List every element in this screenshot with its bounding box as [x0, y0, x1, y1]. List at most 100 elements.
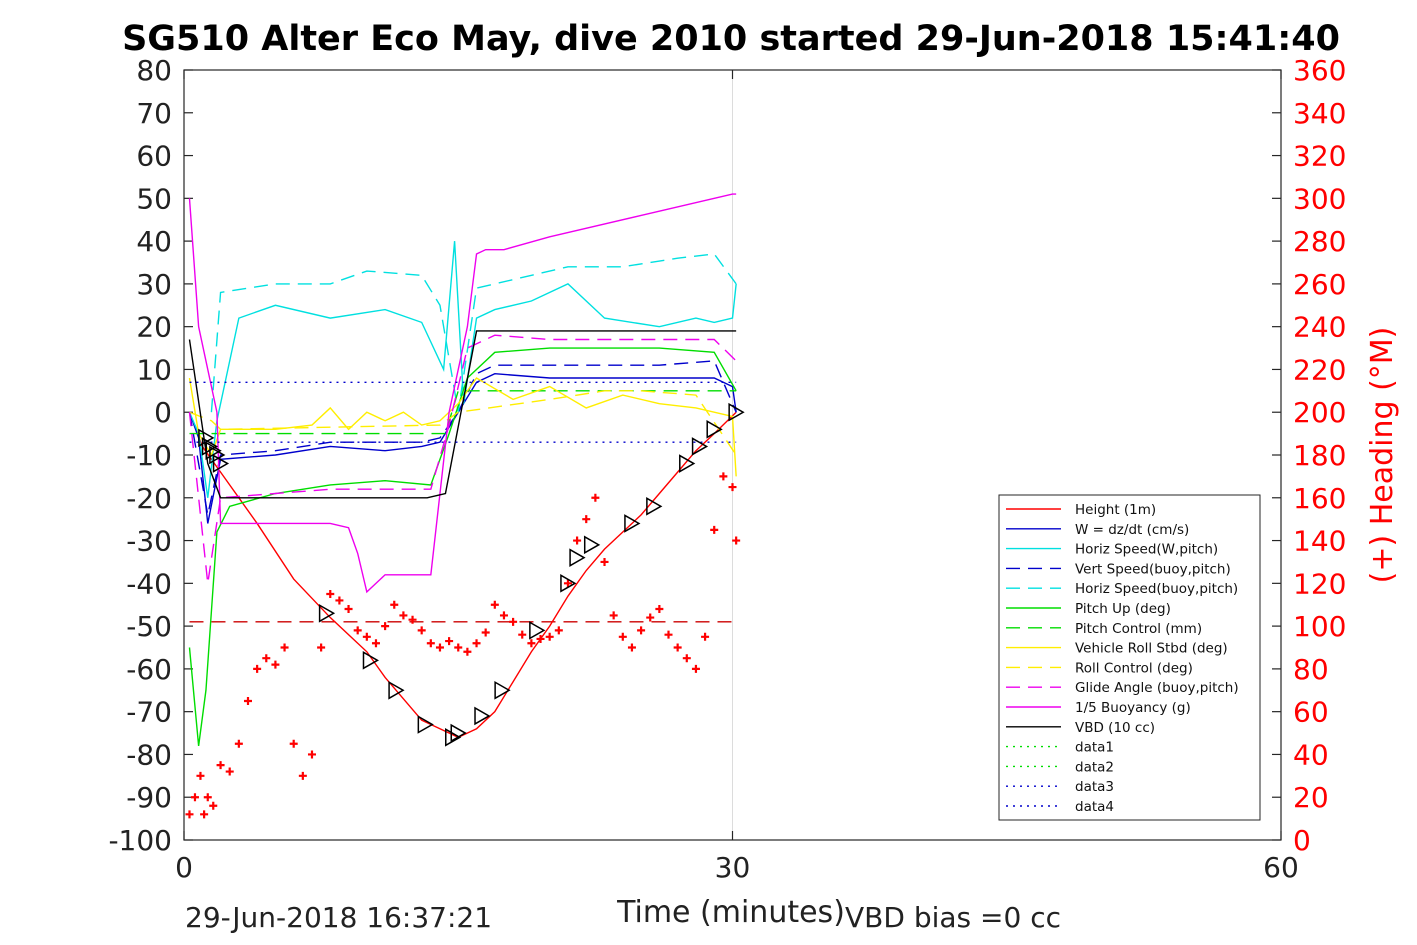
heading-point: [225, 767, 234, 776]
series-line-pitch-up-deg: [188, 347, 737, 746]
y-tick-label: 50: [136, 182, 172, 215]
heading-point: [271, 660, 280, 669]
legend-label-glide-angle-buoy-pitch: Glide Angle (buoy,pitch): [1075, 680, 1239, 696]
heading-point: [390, 600, 399, 609]
heading-point: [280, 643, 289, 652]
y-right-tick-label: 260: [1293, 268, 1346, 301]
y-tick-label: 60: [136, 140, 172, 173]
y-right-tick-label: 20: [1293, 781, 1329, 814]
legend-label-vbd-10-cc: VBD (10 cc): [1075, 720, 1155, 736]
heading-point: [591, 493, 600, 502]
heading-point: [673, 643, 682, 652]
gc-triangle-marker: [209, 445, 226, 465]
heading-point: [426, 639, 435, 648]
y-right-tick-label: 180: [1293, 439, 1346, 472]
heading-point: [732, 536, 741, 545]
series-line-pitch-control-mm: [189, 390, 737, 435]
heading-point: [408, 615, 417, 624]
gc-triangle-marker: [679, 454, 696, 473]
heading-point: [728, 483, 737, 492]
gc-triangle-marker: [583, 535, 601, 555]
heading-point: [655, 605, 664, 613]
y-tick-label: 10: [136, 353, 172, 386]
heading-point: [445, 637, 454, 646]
heading-point: [353, 626, 362, 635]
x-tick-label: 30: [715, 851, 751, 884]
gc-triangle-marker: [318, 603, 336, 623]
heading-point: [481, 628, 490, 637]
heading-point: [185, 810, 194, 819]
heading-point: [509, 617, 518, 626]
gc-triangle-marker: [212, 454, 230, 473]
gc-triangle-marker: [691, 437, 709, 456]
footer-vbd-bias: VBD bias =0 cc: [845, 901, 1061, 934]
legend-label-horiz-speed-w-pitch: Horiz Speed(W,pitch): [1075, 542, 1218, 558]
legend-label-data4: data4: [1075, 799, 1114, 815]
legend-label-w-dz-dt-cm-s: W = dz/dt (cm/s): [1075, 522, 1189, 538]
heading-point: [298, 771, 307, 780]
heading-point: [381, 622, 390, 631]
heading-point: [262, 654, 271, 663]
footer-timestamp: 29-Jun-2018 16:37:21: [185, 901, 492, 934]
heading-point: [499, 611, 508, 620]
y-tick-label: -40: [126, 567, 172, 600]
legend-label-1-5-buoyancy-g: 1/5 Buoyancy (g): [1075, 700, 1191, 716]
heading-point: [209, 801, 218, 810]
legend-label-horiz-speed-buoy-pitch: Horiz Speed(buoy,pitch): [1075, 581, 1238, 597]
heading-point: [545, 632, 554, 641]
heading-point: [701, 632, 710, 641]
y-right-tick-label: 200: [1293, 396, 1346, 429]
gc-triangle-marker: [474, 706, 491, 726]
series-line-glide-angle-buoy-pitch: [188, 334, 737, 584]
heading-point: [335, 596, 344, 605]
y-right-tick-label: 360: [1293, 54, 1346, 87]
heading-point: [371, 639, 380, 648]
heading-point: [573, 536, 582, 545]
gc-triangle-marker: [388, 680, 405, 700]
heading-point: [196, 771, 205, 780]
heading-point: [554, 626, 563, 635]
heading-point: [719, 472, 728, 481]
gc-triangle-marker: [417, 715, 434, 734]
y-right-tick-label: 280: [1293, 225, 1346, 258]
y-tick-label: 0: [154, 396, 172, 429]
gc-triangle-marker: [646, 497, 663, 516]
y-tick-label: 40: [136, 225, 172, 258]
heading-point: [490, 600, 499, 609]
heading-point: [344, 605, 353, 613]
heading-point: [234, 739, 243, 748]
heading-point: [527, 639, 536, 648]
x-tick-label: 0: [175, 851, 193, 884]
y-right-tick-label: 80: [1293, 653, 1329, 686]
gc-triangle-marker: [529, 621, 546, 640]
y-right-tick-label: 300: [1293, 182, 1346, 215]
y-right-tick-label: 220: [1293, 353, 1346, 386]
heading-point: [582, 515, 591, 524]
gc-triangle-marker: [445, 728, 462, 747]
y-right-tick-label: 0: [1293, 824, 1311, 857]
heading-point: [190, 793, 199, 802]
y-right-tick-label: 320: [1293, 140, 1346, 173]
heading-point: [682, 654, 691, 663]
y-tick-label: 20: [136, 311, 172, 344]
heading-point: [463, 647, 472, 656]
heading-point: [637, 626, 646, 635]
y-axis-right-label: (+) Heading (°M): [1365, 327, 1400, 584]
heading-point: [243, 696, 252, 705]
y-right-tick-label: 160: [1293, 482, 1346, 515]
heading-point: [646, 613, 655, 622]
y-right-tick-label: 120: [1293, 567, 1346, 600]
legend-label-vert-speed-buoy-pitch: Vert Speed(buoy,pitch): [1075, 561, 1231, 577]
gc-triangle-marker: [362, 651, 380, 670]
heading-point: [627, 643, 636, 652]
x-tick-label: 60: [1263, 851, 1299, 884]
heading-point: [664, 630, 673, 639]
series-line-vehicle-roll-stbd-deg: [188, 377, 737, 477]
series-line-1-5-buoyancy-g: [188, 193, 737, 594]
heading-point: [253, 664, 262, 673]
gc-triangle-marker: [450, 723, 467, 743]
heading-point: [691, 664, 700, 673]
y-tick-label: -20: [126, 482, 172, 515]
